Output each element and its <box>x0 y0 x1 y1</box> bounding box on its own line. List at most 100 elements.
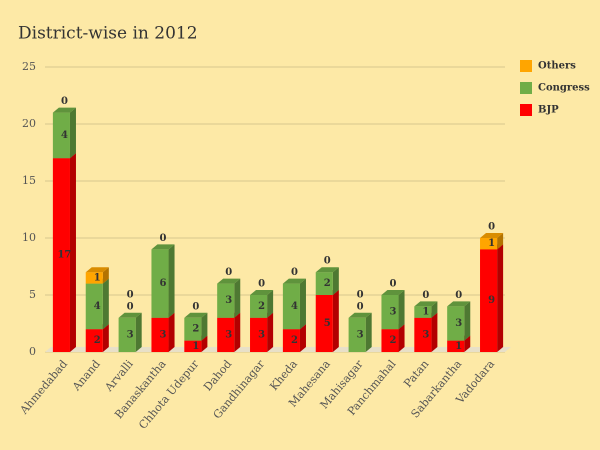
data-label: 0 <box>192 301 199 312</box>
bar-top <box>184 312 208 318</box>
bar-depth <box>69 107 76 159</box>
legend-swatch <box>520 82 532 94</box>
data-label: 5 <box>324 318 331 329</box>
bar-depth <box>135 312 142 352</box>
data-label: 0 <box>160 233 167 244</box>
bar-depth <box>267 290 274 318</box>
bar <box>85 272 103 284</box>
bar-top <box>381 290 405 295</box>
bar-top <box>414 301 438 307</box>
data-label: 3 <box>357 329 364 340</box>
data-label: 17 <box>57 250 71 261</box>
bar <box>52 112 70 159</box>
data-label: 3 <box>127 329 134 340</box>
data-label: 2 <box>94 335 101 346</box>
data-label: 0 <box>291 267 298 278</box>
bar-depth <box>464 301 471 341</box>
bar <box>315 272 333 295</box>
data-label: 9 <box>488 295 495 306</box>
bar-depth <box>497 233 504 250</box>
y-tick-label: 25 <box>22 60 36 73</box>
bar <box>184 340 202 352</box>
bar <box>250 295 268 318</box>
bar <box>381 295 399 330</box>
bar-depth <box>69 153 76 352</box>
bar <box>217 317 235 352</box>
data-label: 4 <box>94 301 101 312</box>
bar-top <box>348 312 372 318</box>
data-label: 0 <box>455 290 462 301</box>
data-label: 0 <box>225 267 232 278</box>
bar <box>282 329 300 352</box>
bar-depth <box>365 312 372 352</box>
bar <box>381 329 399 352</box>
bar <box>414 306 432 318</box>
bar-depth <box>497 244 504 352</box>
bar-depth <box>299 278 306 330</box>
data-label: 0 <box>422 290 429 301</box>
data-label: 3 <box>390 307 397 318</box>
data-label: 3 <box>160 329 167 340</box>
bar-top <box>52 107 76 113</box>
bar-depth <box>201 335 208 352</box>
data-label: 3 <box>455 318 462 329</box>
bar <box>447 340 465 352</box>
bar <box>447 306 465 341</box>
bar-depth <box>168 244 175 318</box>
data-label: 0 <box>357 301 364 312</box>
data-label: 1 <box>455 341 462 352</box>
bar <box>414 317 432 352</box>
bar <box>480 238 498 250</box>
floor <box>45 347 511 352</box>
bar-depth <box>332 267 339 295</box>
bar <box>250 317 268 352</box>
bar-top <box>315 267 339 273</box>
legend-label: BJP <box>538 105 559 116</box>
data-label: 0 <box>258 279 265 290</box>
bar-depth <box>431 301 438 318</box>
bar <box>315 295 333 352</box>
data-label: 2 <box>192 324 199 335</box>
bar-depth <box>299 324 306 352</box>
bar <box>151 249 169 318</box>
bar-top <box>217 278 241 284</box>
bar-depth <box>398 290 405 330</box>
data-label: 0 <box>390 279 397 290</box>
data-label: 4 <box>61 130 68 141</box>
data-label: 3 <box>225 329 232 340</box>
bar-depth <box>102 267 109 284</box>
bar <box>151 317 169 352</box>
bar-top <box>282 278 306 284</box>
y-tick-label: 5 <box>29 288 36 301</box>
y-tick-label: 0 <box>29 345 36 358</box>
data-label: 2 <box>291 335 298 346</box>
data-label: 0 <box>127 301 134 312</box>
bar-depth <box>464 335 471 352</box>
legend-label: Congress <box>538 83 590 94</box>
y-tick-label: 15 <box>22 174 36 187</box>
bar <box>118 317 136 352</box>
bar-top <box>250 290 274 295</box>
data-label: 1 <box>94 272 101 283</box>
y-tick-label: 10 <box>22 231 36 244</box>
bar-depth <box>234 278 241 318</box>
bar-depth <box>267 312 274 352</box>
bar-depth <box>234 312 241 352</box>
data-label: 3 <box>258 329 265 340</box>
legend-swatch <box>520 104 532 116</box>
bar <box>52 158 70 352</box>
bar <box>85 283 103 330</box>
bar <box>85 329 103 352</box>
bar-depth <box>102 324 109 352</box>
bar-depth <box>398 324 405 352</box>
bar <box>480 249 498 352</box>
data-label: 2 <box>258 301 265 312</box>
bar-depth <box>102 278 109 330</box>
bar-depth <box>431 312 438 352</box>
chart-title: District-wise in 2012 <box>18 24 198 44</box>
data-label: 3 <box>422 329 429 340</box>
bar <box>348 317 366 352</box>
data-label: 6 <box>160 278 167 289</box>
